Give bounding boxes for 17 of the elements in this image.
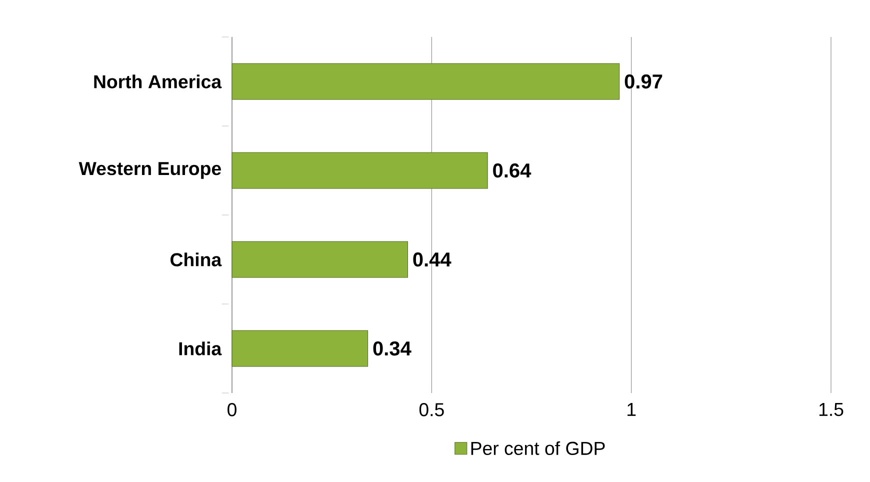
bar (232, 241, 408, 278)
x-tick-label: 0.5 (419, 403, 444, 416)
y-tick-label: China (170, 252, 222, 266)
y-tick-label: India (179, 342, 222, 356)
x-tick-label: 0 (228, 403, 236, 416)
x-tick-label: 1 (628, 403, 636, 416)
data-label: 0.97 (624, 74, 662, 89)
y-tick-label: North America (94, 74, 222, 88)
bar (232, 63, 620, 100)
bar (232, 152, 488, 189)
data-label: 0.64 (493, 163, 532, 178)
legend-label: Per cent of GDP (471, 441, 605, 456)
y-tick-label: Western Europe (78, 162, 221, 179)
data-label: 0.34 (373, 341, 412, 356)
bar (232, 330, 368, 367)
data-label: 0.44 (413, 252, 452, 267)
x-tick-label: 1.5 (819, 403, 844, 416)
